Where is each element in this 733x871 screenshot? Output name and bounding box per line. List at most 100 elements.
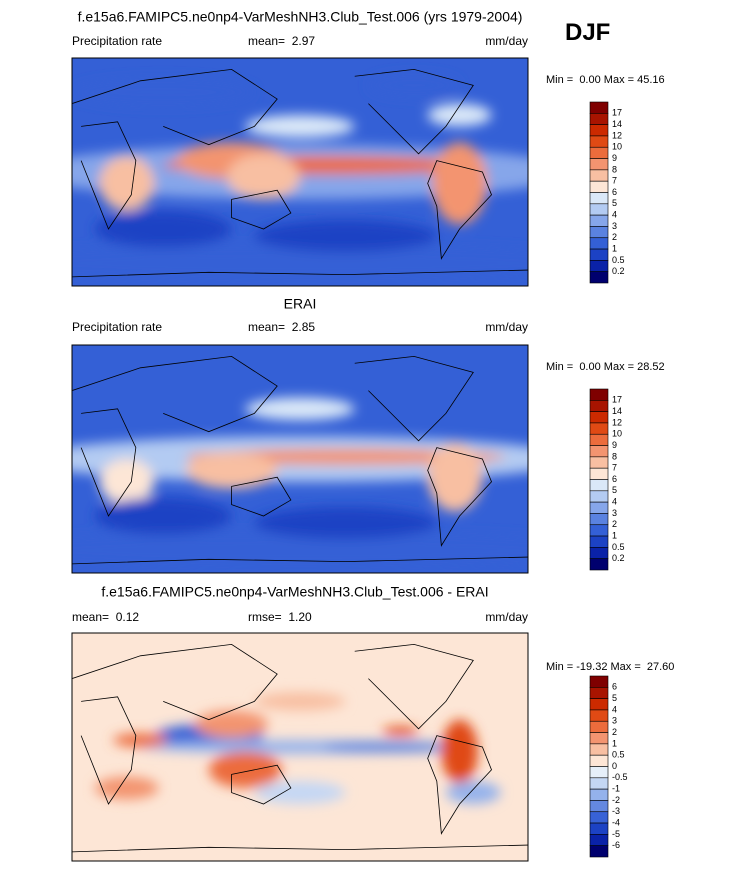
colorbar-label: 4 [612,210,617,220]
coastline [354,355,474,442]
stats-label: Min = 0.00 Max = 28.52 [546,361,665,373]
colorbar-box [589,743,609,756]
colorbar-box [589,558,609,571]
colorbar-label: 1 [612,530,617,540]
coastline [72,844,528,853]
colorbar-label: 2 [612,519,617,529]
field-blob [113,733,168,747]
colorbar-box [589,754,609,767]
map-frame [71,57,529,287]
colorbar-label: 7 [612,463,617,473]
field-blob [245,397,355,421]
map-frame [71,344,529,574]
colorbar-label: 6 [612,474,617,484]
coastline [231,189,292,230]
colorbar-box [589,766,609,779]
colorbar-box [589,113,609,125]
coastline [427,160,492,260]
colorbar-label: 9 [612,440,617,450]
colorbar-box [589,524,609,537]
colorbar-box [589,490,609,503]
field-blob [432,142,487,225]
colorbar-label: 17 [612,108,622,118]
stats-label: Min = 0.00 Max = 45.16 [546,74,665,86]
colorbar-box [589,467,609,480]
colorbar-box [589,124,609,137]
coastline [72,68,278,146]
panel-title: ERAI [284,296,317,312]
field-blob [441,719,478,784]
map-blobs [94,692,501,804]
colorbar-label: 0.5 [612,542,625,552]
colorbar-label: 3 [612,508,617,518]
field-blob [254,781,346,804]
colorbar-box [589,248,609,261]
colorbar-label: -5 [612,829,620,839]
colorbar-box [589,388,609,401]
colorbar-label: 6 [612,682,617,692]
colorbar-box [589,400,609,412]
left-label: Precipitation rate [72,320,162,334]
colorbar-box [589,422,609,435]
colorbar-box [589,547,609,559]
coastline [427,447,492,547]
field-blob [72,244,528,282]
colorbar-box [589,135,609,148]
map-field [72,58,528,286]
colorbar-label: 1 [612,738,617,748]
colorbar-label: 5 [612,198,617,208]
coastline [80,696,137,805]
field-blob [368,73,460,97]
colorbar-box [589,822,609,835]
colorbar-box [589,203,609,216]
coastline [72,355,278,433]
colorbar-box [589,535,609,548]
colorbar-box [589,720,609,733]
colorbar-box [589,675,609,688]
colorbar-label: 3 [612,716,617,726]
colorbar-label: 0.5 [612,750,625,760]
colorbar-label: 10 [612,142,622,152]
field-blob [322,741,460,753]
colorbar-label: 3 [612,221,617,231]
map-blobs [72,73,528,282]
colorbar-box [589,501,609,514]
map-blobs [72,397,528,569]
colorbar-box [589,214,609,227]
units-label: mm/day [485,610,528,624]
colorbar-label: 4 [612,497,617,507]
colorbar-label: 14 [612,119,622,129]
colorbar-box [589,456,609,469]
colorbar-box [589,271,609,284]
coastline [427,735,492,835]
field-blob [254,692,346,711]
colorbar-label: -2 [612,795,620,805]
coastline [354,643,474,730]
colorbar-label: 8 [612,164,617,174]
units-label: mm/day [485,320,528,334]
colorbar-label: 9 [612,153,617,163]
colorbar-box [589,260,609,272]
colorbar-box [589,158,609,171]
map-field [72,633,528,861]
coastline [72,556,528,565]
colorbar-box [589,845,609,858]
colorbar-box [589,687,609,699]
colorbar-label: 5 [612,693,617,703]
coastline [231,764,292,805]
colorbar-label: -6 [612,840,620,850]
field-blob [245,115,355,138]
colorbar-box [589,146,609,159]
center-label: rmse= 1.20 [248,610,312,624]
colorbar-label: 1 [612,243,617,253]
colorbar-box [589,169,609,182]
field-blob [94,210,232,248]
colorbar-label: 14 [612,406,622,416]
season-label: DJF [565,19,610,46]
colorbar-box [589,777,609,790]
colorbar-label: 17 [612,395,622,405]
field-blob [94,776,159,800]
field-blob [254,506,437,539]
colorbar-label: -1 [612,784,620,794]
